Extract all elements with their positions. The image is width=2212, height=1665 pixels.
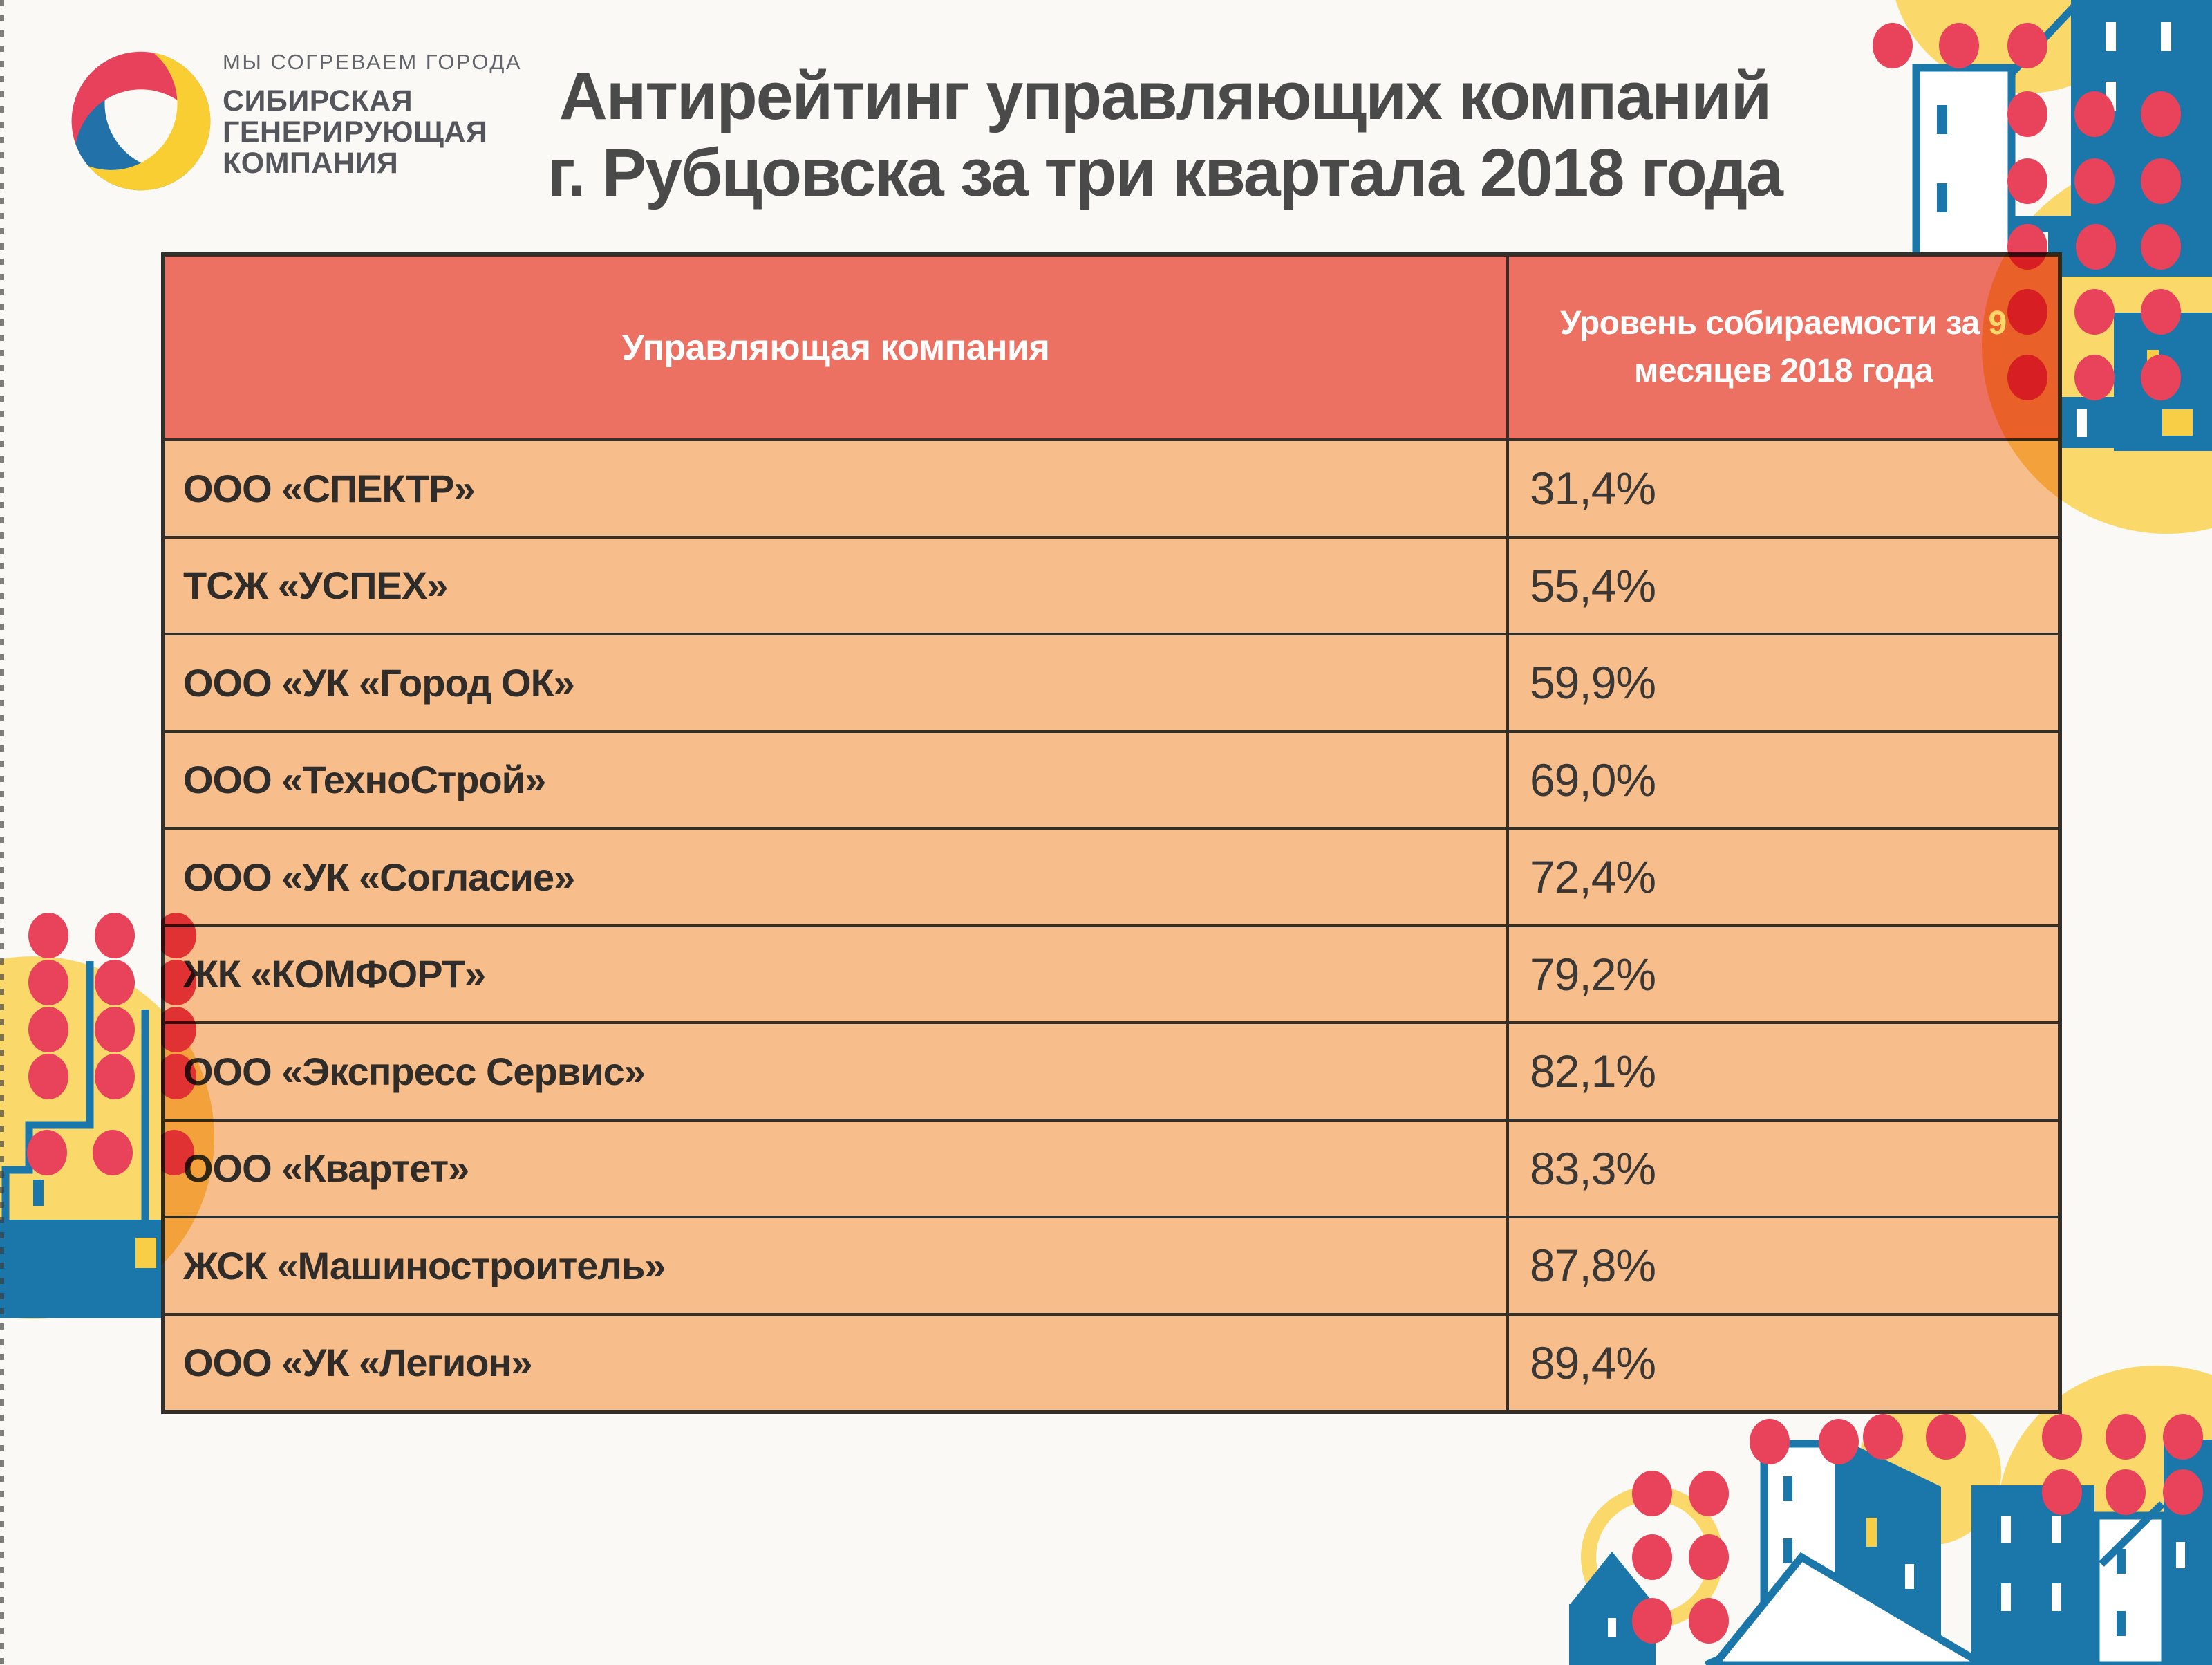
left-edge-scan-marks	[0, 0, 4, 1665]
collection-value: 69,0%	[1529, 754, 1656, 806]
table-row: ООО «УК «Город ОК» 59,9%	[165, 633, 2058, 730]
red-dot-grid-bottom-right	[1632, 1414, 2203, 1644]
page-title: Антирейтинг управляющих компаний г. Рубц…	[346, 58, 1984, 211]
logo-text-block: МЫ СОГРЕВАЕМ ГОРОДА СИБИРСКАЯ ГЕНЕРИРУЮЩ…	[223, 50, 522, 179]
collection-value: 82,1%	[1529, 1045, 1656, 1097]
header-cell-company: Управляющая компания	[165, 257, 1509, 438]
company-name: ООО «СПЕКТР»	[183, 466, 476, 510]
table-row: ООО «СПЕКТР» 31,4%	[165, 438, 2058, 536]
table-row: ООО «Экспресс Сервис» 82,1%	[165, 1021, 2058, 1119]
header-cell-collection-level: Уровень собираемости за 9 месяцев 2018 г…	[1560, 305, 2007, 389]
rating-table: Управляющая компания Уровень собираемост…	[161, 252, 2062, 1414]
table-row: ООО «ТехноСтрой» 69,0%	[165, 729, 2058, 827]
table-row: ТСЖ «УСПЕХ» 55,4%	[165, 535, 2058, 633]
company-name: ООО «Квартет»	[183, 1146, 469, 1191]
collection-value: 72,4%	[1529, 851, 1656, 903]
company-name: ООО «УК «Город ОК»	[183, 660, 575, 705]
company-name: ТСЖ «УСПЕХ»	[183, 564, 448, 608]
logo-name-line-2: ГЕНЕРИРУЮЩАЯ	[223, 115, 488, 149]
logo-company-name: СИБИРСКАЯ ГЕНЕРИРУЮЩАЯ КОМПАНИЯ	[223, 84, 522, 180]
table-row: ООО «Квартет» 83,3%	[165, 1118, 2058, 1216]
collection-value: 89,4%	[1529, 1337, 1656, 1388]
table-row: ЖСК «Машиностроитель» 87,8%	[165, 1216, 2058, 1313]
collection-value: 55,4%	[1529, 559, 1656, 611]
logo-tagline: МЫ СОГРЕВАЕМ ГОРОДА	[223, 50, 523, 74]
table-row: ООО «УК «Согласие» 72,4%	[165, 827, 2058, 924]
company-name: ЖСК «Машиностроитель»	[183, 1243, 666, 1287]
red-dot-grid-bottom-left	[27, 913, 135, 1175]
company-name: ООО «УК «Согласие»	[183, 855, 575, 899]
sgk-swirl-logo-icon	[71, 51, 211, 191]
collection-value: 59,9%	[1529, 657, 1656, 709]
logo-name-line-1: СИБИРСКАЯ	[223, 84, 413, 118]
table-header-row: Управляющая компания Уровень собираемост…	[165, 257, 2058, 438]
company-name: ООО «ТехноСтрой»	[183, 758, 546, 802]
page-title-line-1: Антирейтинг управляющих компаний	[559, 58, 1772, 133]
company-name: ООО «УК «Легион»	[183, 1341, 532, 1385]
page-title-line-2: г. Рубцовска за три квартала 2018 года	[547, 134, 1783, 210]
table-row: ООО «УК «Легион» 89,4%	[165, 1312, 2058, 1410]
collection-value: 31,4%	[1529, 463, 1656, 514]
collection-value: 79,2%	[1529, 948, 1656, 1000]
collection-value: 87,8%	[1529, 1240, 1656, 1292]
company-name: ООО «Экспресс Сервис»	[183, 1049, 646, 1093]
table-row: ЖК «КОМФОРТ» 79,2%	[165, 924, 2058, 1021]
logo-name-line-3: КОМПАНИЯ	[223, 147, 399, 180]
company-name: ЖК «КОМФОРТ»	[183, 952, 486, 996]
collection-value: 83,3%	[1529, 1142, 1656, 1194]
